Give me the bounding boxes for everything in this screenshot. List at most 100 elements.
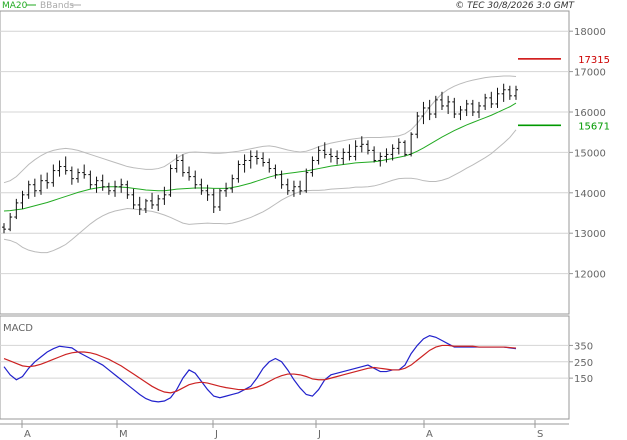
price-bar-49 <box>304 168 309 193</box>
price-bar-14 <box>88 170 93 189</box>
price-bar-0 <box>2 223 6 234</box>
macd-series-line-0 <box>3 334 517 403</box>
price-bar-37 <box>230 174 235 193</box>
price-bar-33 <box>205 184 210 201</box>
price-bar-20 <box>125 180 130 199</box>
price-bar-39 <box>242 154 247 173</box>
price-bar-28 <box>174 154 179 173</box>
price-bar-26 <box>162 186 167 205</box>
price-y-tick-label-0: 12000 <box>574 270 606 281</box>
price-bar-50 <box>310 156 315 177</box>
price-bar-81 <box>501 83 506 102</box>
price-y-tick-label-1: 13000 <box>574 229 606 240</box>
price-bar-51 <box>316 146 321 165</box>
price-bar-31 <box>193 170 198 189</box>
price-bar-47 <box>291 180 296 197</box>
price-bar-10 <box>63 156 68 175</box>
price-gridlines <box>0 30 569 275</box>
price-bar-70 <box>433 95 438 119</box>
price-bar-44 <box>273 164 278 179</box>
macd-gridlines <box>0 344 569 379</box>
price-bar-21 <box>131 188 136 209</box>
price-y-tick-label-6: 18000 <box>574 27 606 38</box>
price-bar-55 <box>341 148 346 165</box>
price-bar-17 <box>106 182 111 195</box>
price-bar-23 <box>143 198 148 213</box>
price-bar-71 <box>439 91 444 110</box>
price-bar-7 <box>45 172 50 189</box>
price-bar-67 <box>415 112 420 139</box>
price-bar-62 <box>384 148 389 163</box>
price-bar-56 <box>347 144 352 161</box>
price-bar-80 <box>495 87 500 108</box>
price-bar-1 <box>8 213 13 232</box>
x-tick-label-3: J <box>317 429 321 440</box>
price-bar-77 <box>476 101 481 119</box>
price-panel-frame <box>0 10 570 315</box>
price-bar-68 <box>421 101 426 125</box>
price-bar-57 <box>353 140 358 161</box>
price-bar-41 <box>254 150 259 165</box>
price-bar-11 <box>69 166 74 185</box>
price-y-tick-label-5: 17000 <box>574 68 606 79</box>
macd-series <box>3 334 517 403</box>
price-bar-82 <box>507 85 512 100</box>
price-bar-64 <box>396 138 401 155</box>
price-bar-78 <box>483 93 488 110</box>
x-tick-label-5: S <box>537 429 543 440</box>
x-tick-label-4: A <box>426 429 433 440</box>
price-bar-2 <box>14 198 19 220</box>
x-tick-label-0: A <box>24 429 31 440</box>
level-label-1: 15671 <box>578 121 610 132</box>
macd-title: MACD <box>3 323 33 334</box>
macd-y-tick-label-2: 350 <box>574 341 593 352</box>
price-bar-79 <box>489 91 494 108</box>
price-bar-15 <box>94 176 99 193</box>
macd-y-axis: 150 250 350 <box>569 341 593 385</box>
price-levels: 17315 15671 <box>518 55 610 132</box>
price-bar-38 <box>236 160 241 183</box>
price-bar-4 <box>26 180 31 199</box>
price-bar-75 <box>464 99 469 117</box>
price-bar-9 <box>57 160 62 177</box>
price-bar-43 <box>267 158 272 173</box>
price-bar-54 <box>335 150 340 165</box>
ma20-polyline <box>3 102 517 212</box>
price-bar-58 <box>359 136 364 153</box>
price-bar-65 <box>402 140 407 157</box>
price-bar-74 <box>458 105 463 121</box>
header-legend: MA20 BBands © TEC 30/8/2026 3:0 GMT <box>2 1 576 11</box>
macd-series-line-1 <box>3 344 517 394</box>
price-bar-16 <box>100 174 105 191</box>
source-stamp: © TEC 30/8/2026 3:0 GMT <box>455 1 575 11</box>
price-bar-59 <box>365 140 370 155</box>
price-bar-18 <box>113 180 118 197</box>
price-bar-46 <box>285 178 290 195</box>
ma20-line <box>3 102 517 212</box>
legend-ma20-label: MA20 <box>2 1 28 11</box>
price-bar-73 <box>452 97 457 119</box>
x-tick-label-1: M <box>119 429 128 440</box>
price-bar-60 <box>372 146 377 163</box>
price-bar-3 <box>20 190 25 209</box>
price-bar-25 <box>156 194 161 211</box>
price-bar-72 <box>446 95 451 115</box>
price-bar-32 <box>199 178 204 195</box>
bollinger-bands <box>3 75 517 254</box>
price-y-tick-label-3: 15000 <box>574 148 606 159</box>
price-bar-30 <box>187 166 192 181</box>
price-bar-52 <box>322 142 327 159</box>
price-bar-34 <box>211 188 216 213</box>
macd-y-tick-label-1: 250 <box>574 358 593 369</box>
price-y-tick-label-2: 14000 <box>574 189 606 200</box>
macd-panel: MACD 150 250 350 <box>0 315 593 420</box>
bb-upper-line <box>3 75 517 184</box>
price-bar-61 <box>378 152 383 167</box>
price-bar-45 <box>279 170 284 189</box>
legend-bbands-label: BBands <box>40 1 74 11</box>
price-bar-66 <box>409 132 414 157</box>
price-panel: 17315 15671 12000 13000 14000 15000 16000 1700… <box>0 10 610 315</box>
price-y-axis: 12000 13000 14000 15000 16000 17000 18000 <box>569 27 606 281</box>
price-bar-6 <box>39 174 44 195</box>
